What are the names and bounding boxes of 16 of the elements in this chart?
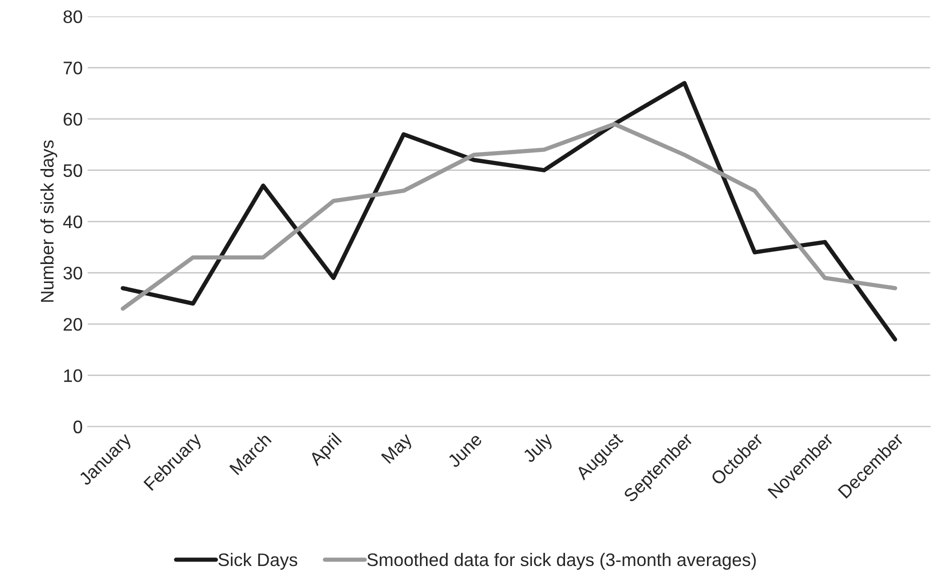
y-tick-label: 40 bbox=[63, 215, 82, 228]
x-tick-label: July bbox=[522, 431, 556, 466]
y-tick-label: 0 bbox=[74, 420, 82, 434]
y-tick-label: 50 bbox=[63, 164, 82, 177]
y-tick-label: 10 bbox=[64, 369, 82, 382]
x-tick-label: May bbox=[381, 432, 416, 466]
y-tick-label: 20 bbox=[64, 318, 82, 331]
legend-label: Sick Days bbox=[218, 552, 298, 570]
y-tick-label: 70 bbox=[64, 62, 82, 74]
line-series bbox=[120, 80, 898, 342]
y-axis-title: Number of sick days bbox=[40, 140, 58, 302]
legend-label: Smoothed data for sick days (3-month averages) bbox=[367, 552, 756, 570]
y-tick-label: 60 bbox=[64, 112, 82, 126]
y-tick-label: 30 bbox=[63, 266, 82, 280]
y-tick-label: 80 bbox=[64, 10, 82, 24]
line-series bbox=[120, 122, 898, 311]
